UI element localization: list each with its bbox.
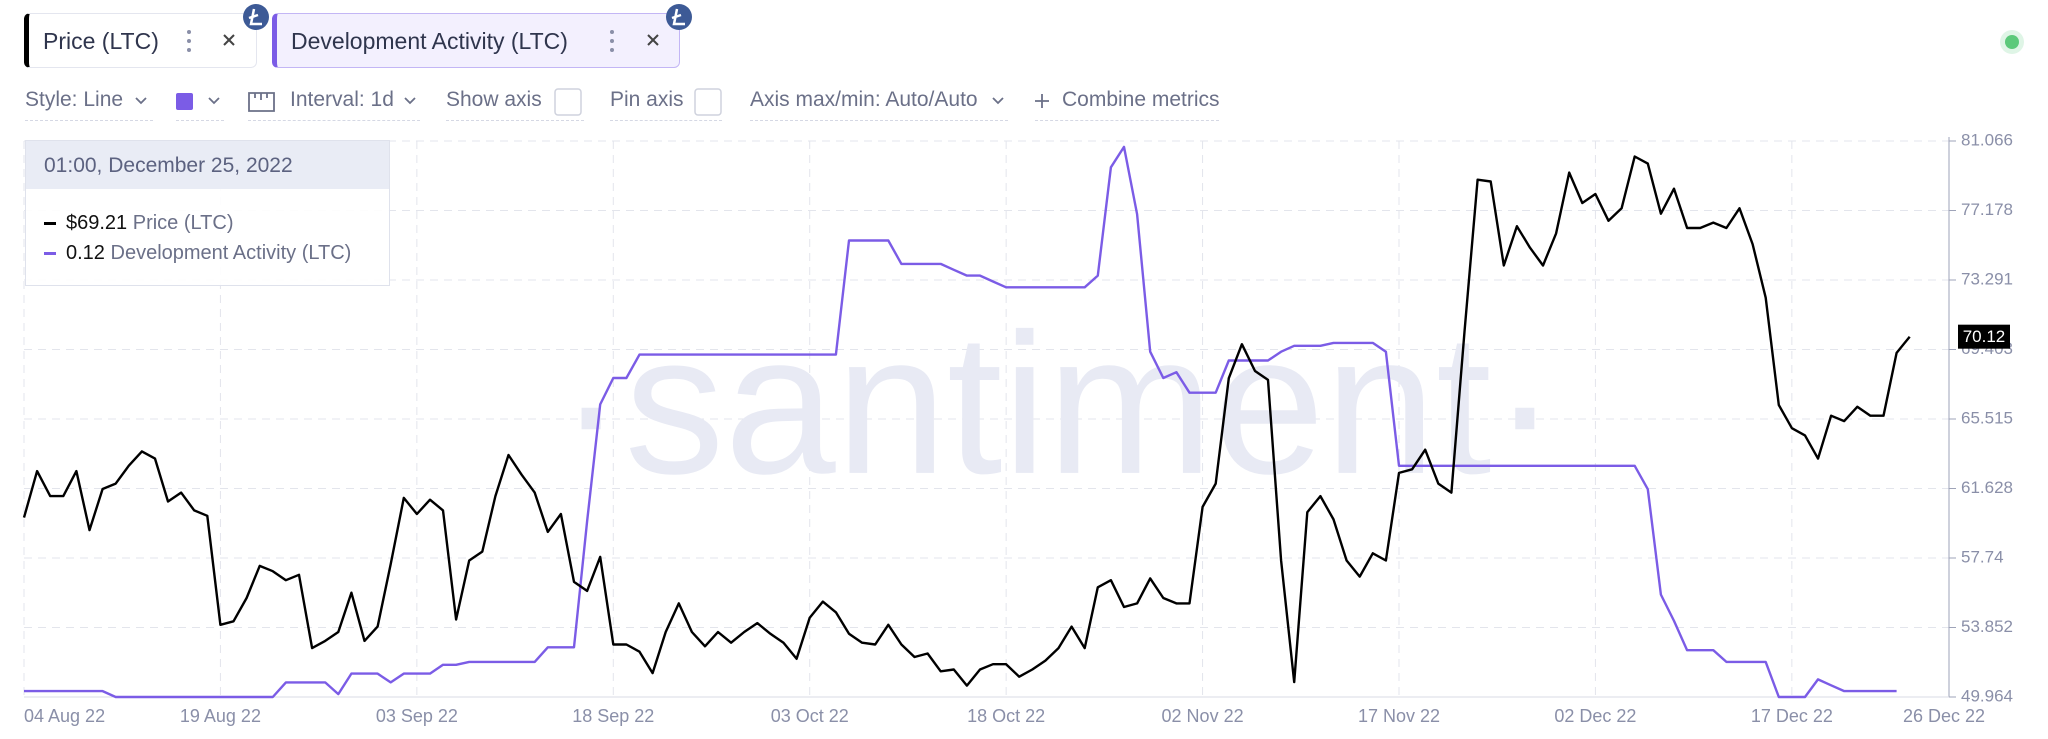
status-dot	[2005, 35, 2019, 49]
underline	[610, 120, 722, 121]
menu-icon[interactable]	[187, 30, 191, 52]
dev-tab[interactable]: Development Activity (LTC)	[272, 13, 680, 68]
x-tick-label: 03 Oct 22	[771, 706, 849, 726]
tooltip-value: 0.12	[66, 242, 105, 264]
tooltip-name: Development Activity (LTC)	[110, 242, 352, 264]
x-tick-label: 17 Dec 22	[1751, 706, 1833, 726]
x-tick-label: 18 Oct 22	[967, 706, 1045, 726]
close-icon[interactable]	[223, 34, 235, 46]
menu-icon[interactable]	[610, 30, 614, 52]
checkbox[interactable]	[554, 88, 582, 116]
tab-label: Price (LTC)	[43, 28, 159, 54]
tooltip-name: Price (LTC)	[132, 212, 234, 234]
tooltip-row: $69.21 Price (LTC)	[44, 212, 233, 235]
coin-badge	[243, 4, 269, 30]
legend-swatch	[44, 222, 56, 226]
y-tick-label: 53.852	[1961, 617, 2013, 636]
x-tick-label: 04 Aug 22	[24, 706, 105, 726]
x-tick-label: 02 Nov 22	[1162, 706, 1244, 726]
y-tick-label: 77.178	[1961, 200, 2013, 219]
underline	[248, 120, 420, 121]
checkbox[interactable]	[694, 88, 722, 116]
ui-icons	[135, 4, 2024, 116]
interval-icon	[248, 92, 275, 112]
x-tick-label: 03 Sep 22	[376, 706, 458, 726]
tooltip-date: 01:00, December 25, 2022	[26, 141, 389, 189]
y-tick-label: 61.628	[1961, 478, 2013, 497]
legend-swatch	[44, 252, 56, 256]
tooltip-value: $69.21	[66, 212, 128, 234]
y-tick-label: 65.515	[1961, 408, 2013, 427]
style-select[interactable]: Style: Line	[25, 88, 124, 111]
series-line	[24, 145, 1897, 699]
tab-label: Development Activity (LTC)	[291, 28, 568, 54]
close-icon[interactable]	[647, 34, 659, 46]
interval-select[interactable]: Interval: 1d	[290, 88, 394, 111]
x-tick-label: 17 Nov 22	[1358, 706, 1440, 726]
underline	[446, 120, 584, 121]
x-tick-label: 18 Sep 22	[572, 706, 654, 726]
x-tick-label: 19 Aug 22	[180, 706, 261, 726]
plus-icon	[1035, 94, 1049, 108]
axis-range[interactable]: Axis max/min: Auto/Auto	[750, 88, 978, 111]
tooltip: 01:00, December 25, 2022 $69.21 Price (L…	[25, 140, 390, 286]
series-line	[22, 155, 1911, 687]
current-value-label: 70.12	[1963, 327, 2006, 346]
current-value-box	[1958, 324, 2010, 349]
underline	[25, 120, 153, 121]
tooltip-row: 0.12 Development Activity (LTC)	[44, 242, 351, 265]
y-tick-label: 73.291	[1961, 269, 2013, 288]
y-tick-label: 49.964	[1961, 686, 2013, 705]
coin-badge	[666, 4, 692, 30]
price-tab[interactable]: Price (LTC)	[24, 13, 257, 68]
underline	[750, 120, 1008, 121]
x-tick-label: 02 Dec 22	[1554, 706, 1636, 726]
chevrons	[135, 97, 1004, 105]
combine-metrics[interactable]: Combine metrics	[1062, 88, 1220, 111]
pin-axis[interactable]: Pin axis	[610, 88, 684, 111]
y-tick-label: 81.066	[1961, 130, 2013, 149]
show-axis[interactable]: Show axis	[446, 88, 542, 111]
underline	[1035, 120, 1219, 121]
x-tick-label: 26 Dec 22	[1903, 706, 1985, 726]
underline	[176, 120, 224, 121]
color-swatch[interactable]	[176, 93, 193, 110]
y-tick-label: 57.74	[1961, 547, 2004, 566]
grid	[23, 140, 1949, 698]
watermark: ·santiment·	[558, 293, 1558, 516]
